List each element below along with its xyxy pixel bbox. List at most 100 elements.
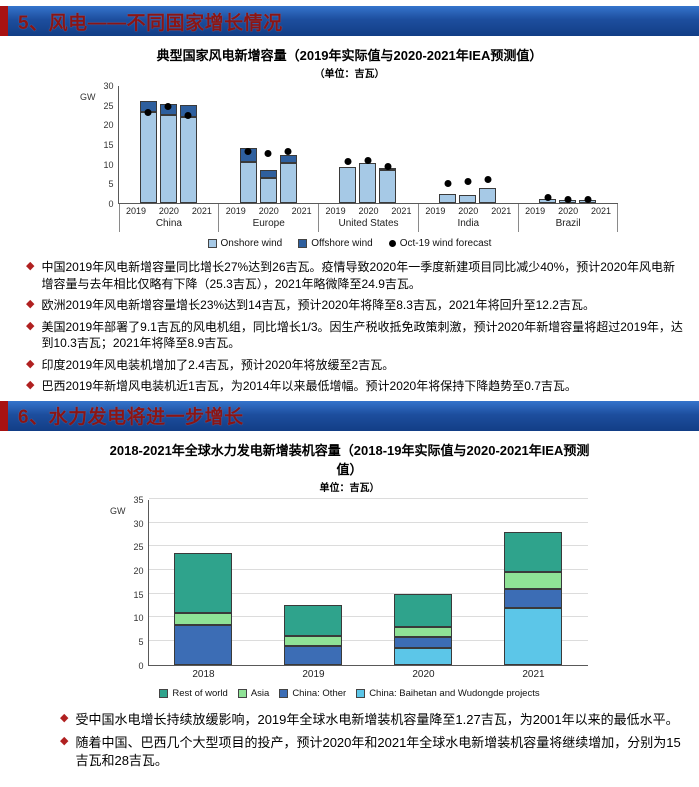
y-tick-label: 10 <box>133 613 144 624</box>
note-text: 印度2019年风电装机增加了2.4吉瓦，预计2020年将放缓至2吉瓦。 <box>41 357 395 372</box>
list-item: ◆ 巴西2019年新增风电装机近1吉瓦，为2014年以来最低增幅。预计2020年… <box>26 378 683 395</box>
hydro-y-axis-title: GW <box>110 505 126 516</box>
offshore-segment <box>259 170 277 178</box>
wind-bar <box>259 86 277 203</box>
forecast-dot <box>544 194 552 201</box>
offshore-segment <box>279 155 297 163</box>
legend-item: Onshore wind <box>207 238 283 249</box>
note-text: 巴西2019年新增风电装机近1吉瓦，为2014年以来最低增幅。预计2020年将保… <box>41 379 577 394</box>
wind-x-axis: 2019 2020 2021 China 2019 2020 2021 Europe 2019 2… <box>80 204 620 232</box>
y-tick-label: 20 <box>133 565 144 576</box>
wind-bar <box>479 86 497 203</box>
hydro-bar <box>393 500 452 665</box>
category-label: 2021 <box>522 668 545 680</box>
stack-segment <box>284 604 343 637</box>
legend-item: Rest of world <box>159 687 228 699</box>
y-tick-label: 5 <box>108 179 114 190</box>
onshore-segment <box>279 162 297 203</box>
legend-item: Asia <box>237 687 270 699</box>
forecast-dot <box>244 147 252 155</box>
series-swatch-icon <box>159 688 169 698</box>
forecast-dot <box>384 163 392 171</box>
onshore-segment <box>359 162 377 203</box>
legend-label: Rest of world <box>172 687 228 699</box>
country-bar-group <box>318 86 418 203</box>
legend-label: Offshore wind <box>311 238 373 249</box>
wind-bar <box>579 86 597 203</box>
country-label: United States <box>338 218 399 229</box>
section5-header-banner: 5、风电——不同国家增长情况 <box>0 6 699 36</box>
wind-notes-list: ◆ 中国2019年风电新增容量同比增长27%达到26吉瓦。疫情导致2020年一季… <box>26 259 683 395</box>
forecast-dot <box>284 148 292 156</box>
forecast-dot <box>484 175 492 183</box>
y-tick-label: 30 <box>133 518 144 529</box>
stack-segment <box>503 532 562 573</box>
forecast-dot <box>344 158 352 166</box>
country-bar-group <box>218 86 318 203</box>
country-label: China <box>155 218 182 229</box>
wind-bar <box>439 86 457 203</box>
x-axis-group-cell: 2019 2020 2021 Europe <box>219 204 320 232</box>
legend-label: Asia <box>250 687 270 699</box>
forecast-dot <box>144 109 152 117</box>
diamond-bullet-icon: ◆ <box>26 319 35 332</box>
year-label: 2021 <box>491 206 512 216</box>
year-label: 2020 <box>158 206 179 216</box>
forecast-dot <box>444 179 452 187</box>
gridline <box>148 640 588 642</box>
hydro-chart: 2018-2021年全球水力发电新增装机容量（2018-19年实际值与2020-… <box>110 440 590 699</box>
year-label: 2021 <box>391 206 412 216</box>
note-text: 受中国水电增长持续放缓影响，2019年全球水电新增装机容量降至1.27吉瓦，为2… <box>75 711 679 727</box>
stack-segment <box>393 648 452 665</box>
wind-bar <box>159 86 177 203</box>
legend-item: Offshore wind <box>298 238 373 249</box>
stack-segment <box>393 626 452 638</box>
diamond-bullet-icon: ◆ <box>60 735 69 748</box>
wind-plot <box>117 86 618 204</box>
y-tick-label: 30 <box>103 81 114 91</box>
wind-bar <box>359 86 377 203</box>
stack-segment <box>174 553 233 613</box>
forecast-dot <box>364 156 372 164</box>
onshore-segment <box>239 161 257 203</box>
hydro-bar <box>174 500 233 665</box>
forecast-dot-icon <box>388 240 396 247</box>
onshore-segment <box>259 177 277 203</box>
year-bar-group <box>258 500 368 665</box>
forecast-dot <box>264 149 272 157</box>
year-label: 2020 <box>458 206 479 216</box>
hydro-bar <box>503 500 562 665</box>
year-bar-group <box>149 500 259 665</box>
diamond-bullet-icon: ◆ <box>26 298 35 311</box>
stack-segment <box>503 607 562 665</box>
year-labels-row: 2019 2020 2021 <box>120 204 219 216</box>
wind-chart: 典型国家风电新增容量（2019年实际值与2020-2021年IEA预测值） （单… <box>80 45 620 249</box>
wind-legend: Onshore wind Offshore wind Oct-19 wind for… <box>80 238 620 249</box>
year-bar-group <box>368 500 478 665</box>
gridline <box>148 497 588 499</box>
onshore-segment <box>379 169 397 203</box>
year-label: 2019 <box>525 206 546 216</box>
gridline <box>148 616 588 618</box>
list-item: ◆ 印度2019年风电装机增加了2.4吉瓦，预计2020年将放缓至2吉瓦。 <box>26 357 683 374</box>
stack-segment <box>393 637 452 649</box>
wind-bar <box>139 86 157 203</box>
y-tick-label: 25 <box>133 542 144 553</box>
stack-segment <box>503 572 562 589</box>
category-label: 2020 <box>412 668 435 680</box>
wind-chart-plot-area: GW 0 5 10 15 20 25 30 <box>80 81 620 209</box>
onshore-segment <box>439 193 457 203</box>
stack-segment <box>174 624 233 665</box>
country-bar-group <box>518 86 618 203</box>
year-label: 2019 <box>325 206 346 216</box>
gridline <box>148 568 588 570</box>
year-label: 2020 <box>258 206 279 216</box>
x-axis-group-cell: 2019 2020 2021 Brazil <box>519 204 619 232</box>
year-labels-row: 2019 2020 2021 <box>319 204 418 216</box>
stack-segment <box>393 593 452 627</box>
wind-y-axis-title: GW <box>80 92 96 102</box>
legend-label: Onshore wind <box>220 238 283 249</box>
wind-chart-unit: （单位：吉瓦） <box>314 69 385 80</box>
note-text: 中国2019年风电新增容量同比增长27%达到26吉瓦。疫情导致2020年一季度新… <box>41 260 675 291</box>
note-text: 随着中国、巴西几个大型项目的投产，预计2020年和2021年全球水电新增装机容量… <box>75 735 681 769</box>
